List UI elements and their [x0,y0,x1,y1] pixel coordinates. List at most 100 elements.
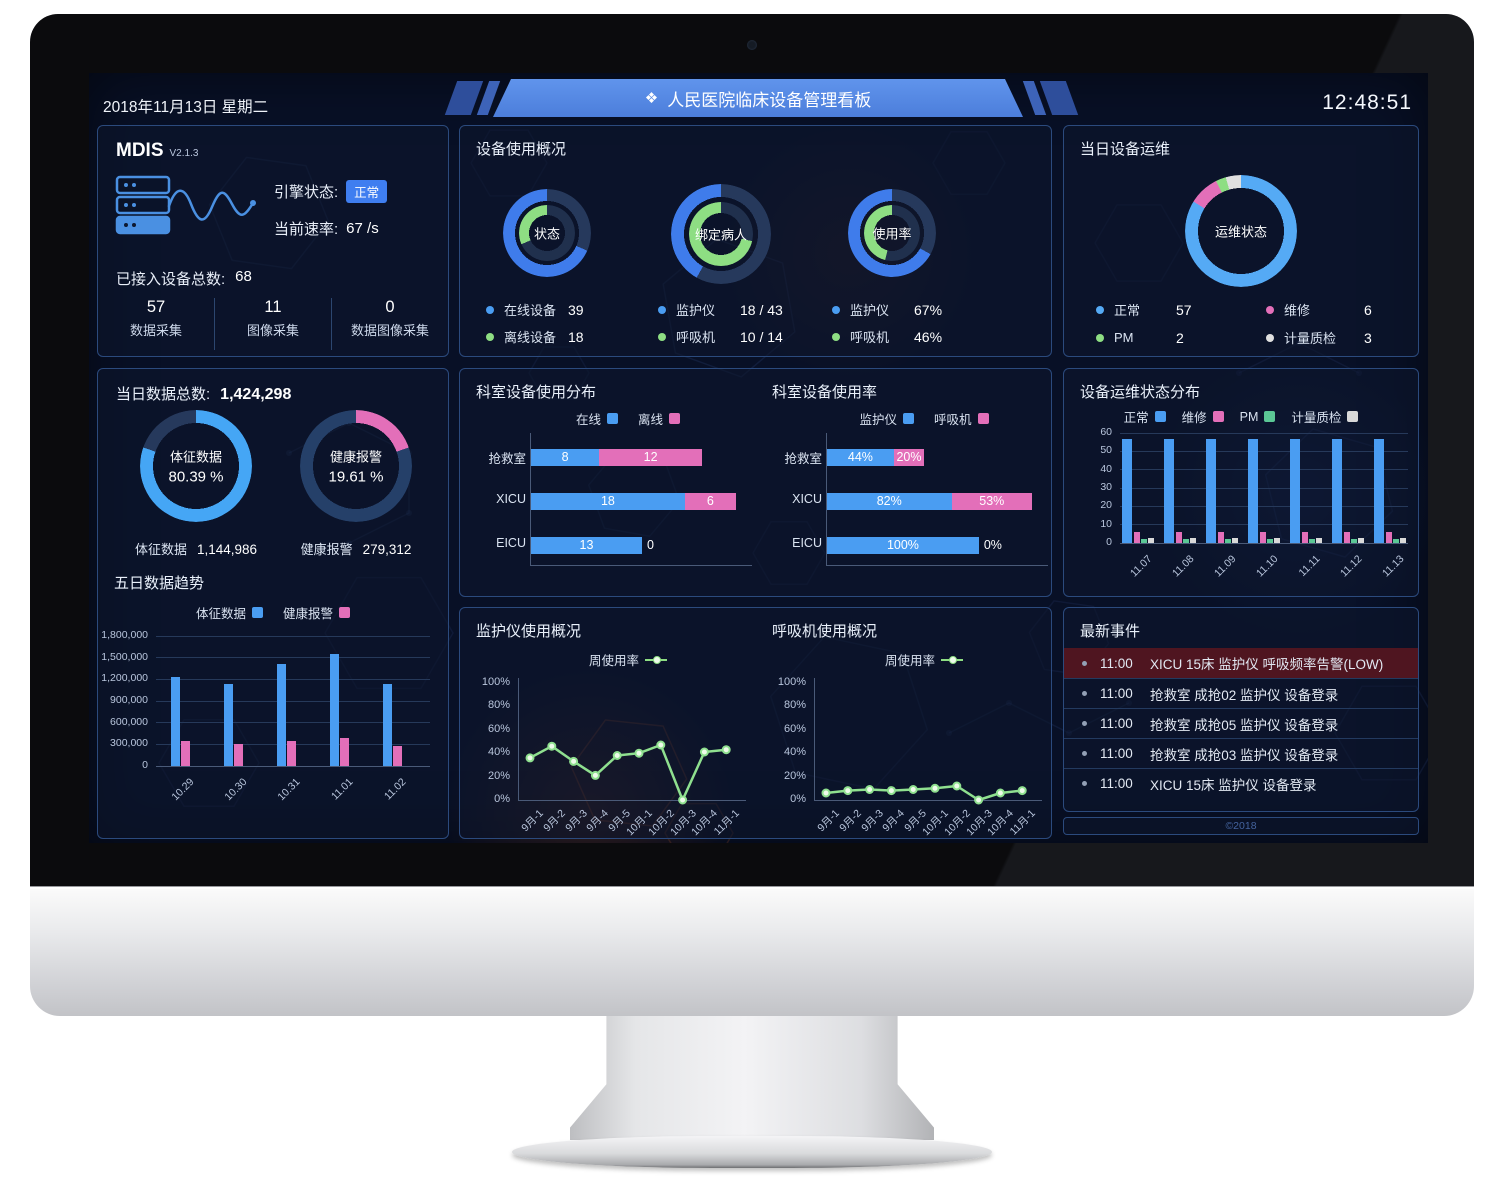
donut-ring[interactable] [1185,175,1297,287]
y-axis-label: 40 [1100,462,1112,475]
legend-item[interactable]: 健康报警 [283,603,351,622]
legend-item[interactable]: PM 2 [1096,324,1184,351]
bar[interactable] [286,740,296,766]
line-series[interactable] [518,674,754,806]
event-row[interactable]: 11:00 抢救室 成抢03 监护仪 设备登录 [1064,738,1418,768]
legend-item[interactable]: 离线 [638,409,681,428]
bar[interactable] [392,745,402,766]
legend-swatch [1347,411,1359,422]
bar[interactable] [1332,438,1342,543]
event-row-alert[interactable]: 11:00 XICU 15床 监护仪 呼吸频率告警(LOW) [1064,648,1418,678]
daily-data-total: 当日数据总数: 1,424,298 [116,386,292,403]
legend-item[interactable]: 监护仪 67% [832,296,942,323]
line-series[interactable] [814,674,1050,806]
bar[interactable] [684,493,737,510]
legend-item[interactable]: 在线 [576,409,618,428]
bar[interactable] [1302,532,1308,543]
bar[interactable] [1190,537,1196,543]
bar[interactable] [1176,532,1182,543]
bar[interactable] [339,737,349,766]
bar[interactable] [1225,539,1231,543]
bar[interactable] [1134,532,1140,543]
legend-item[interactable]: 计量质检 3 [1266,324,1372,351]
legend-item[interactable]: 维修 [1182,407,1224,426]
bar[interactable] [951,493,1033,510]
legend-item[interactable]: 正常 [1124,407,1166,426]
bar[interactable] [1358,537,1364,543]
donut-ring[interactable] [140,410,252,522]
bar[interactable] [1344,532,1350,543]
bar[interactable] [1309,539,1315,543]
legend-item[interactable]: 维修 6 [1266,296,1372,323]
legend-item[interactable]: 监护仪 [859,409,914,428]
bar[interactable] [329,654,339,766]
bar[interactable] [180,740,190,766]
five-day-bar-chart: 0 300,000 600,000 900,000 1,200,000 1,500,000… [98,369,448,838]
bar[interactable] [1206,438,1216,543]
bar-value-label: 6 [706,494,714,508]
legend-item[interactable]: 周使用率 [885,650,963,669]
legend-item[interactable]: 监护仪 18 / 43 [658,296,783,323]
bar[interactable] [1260,532,1266,543]
bar[interactable] [893,449,925,466]
bar[interactable] [1351,539,1357,543]
bar[interactable] [1274,537,1280,543]
donut-ring[interactable] [689,202,753,266]
bar[interactable] [1183,539,1189,543]
legend-item[interactable]: 体征数据 [196,603,263,622]
bullet-icon [1082,691,1087,696]
legend-item[interactable]: PM [1240,410,1276,424]
y-axis-label: 20% [783,769,806,782]
event-row[interactable]: 11:00 XICU 15床 监护仪 设备登录 [1064,768,1418,798]
bar[interactable] [1148,537,1154,543]
bar[interactable] [1374,438,1384,543]
bar[interactable] [531,493,685,510]
bar[interactable] [233,744,243,766]
vent-line-legend: 周使用率 [796,650,1052,669]
bar[interactable] [1316,537,1322,543]
panel-usage-lines: 监护仪使用概况 呼吸机使用概况 周使用率 周使用率 0% 20% 40% 60% 80%… [459,607,1052,839]
legend-item[interactable]: 呼吸机 46% [832,323,942,350]
bar[interactable] [1248,438,1258,543]
legend-item[interactable]: 在线设备 39 [486,296,584,323]
donut-ring[interactable] [300,410,412,522]
bar[interactable] [1122,438,1132,543]
bar[interactable] [827,493,952,510]
grid-line [1120,524,1408,526]
legend-item[interactable]: 呼吸机 [934,409,989,428]
y-axis-label: 1,800,000 [102,629,148,641]
bar[interactable] [223,684,233,766]
bullet-icon [1082,721,1087,726]
bar[interactable] [1290,438,1300,543]
bar[interactable] [1393,539,1399,543]
donut-ring[interactable] [864,205,920,261]
legend-item[interactable]: 离线设备 18 [486,323,584,350]
mdis-title: MDIS V2.1.3 [116,140,199,161]
bar[interactable] [1218,532,1224,543]
bar[interactable] [1232,537,1238,543]
bar[interactable] [827,449,894,466]
bar[interactable] [1267,539,1273,543]
donut-ring[interactable] [519,205,575,261]
grid-line [1120,432,1408,434]
bar[interactable] [1386,532,1392,543]
legend-item[interactable]: 呼吸机 10 / 14 [658,323,783,350]
bar[interactable] [170,677,180,766]
event-row[interactable]: 11:00 抢救室 成抢02 监护仪 设备登录 [1064,678,1418,708]
bar[interactable] [382,683,392,766]
bar[interactable] [276,664,286,766]
legend-swatch [903,413,914,424]
bar[interactable] [531,449,600,466]
donut-center-label: 体征数据 80.39 % [168,449,224,486]
legend-item[interactable]: 计量质检 [1291,407,1359,426]
bar[interactable] [599,449,702,466]
bar[interactable] [827,537,979,554]
category-label: 抢救室 [784,452,822,466]
bar[interactable] [531,537,642,554]
bar[interactable] [1141,539,1147,543]
bar[interactable] [1400,537,1406,543]
legend-item[interactable]: 正常 57 [1096,296,1192,323]
legend-item[interactable]: 周使用率 [589,650,667,669]
event-row[interactable]: 11:00 抢救室 成抢05 监护仪 设备登录 [1064,708,1418,738]
bar[interactable] [1164,438,1174,543]
